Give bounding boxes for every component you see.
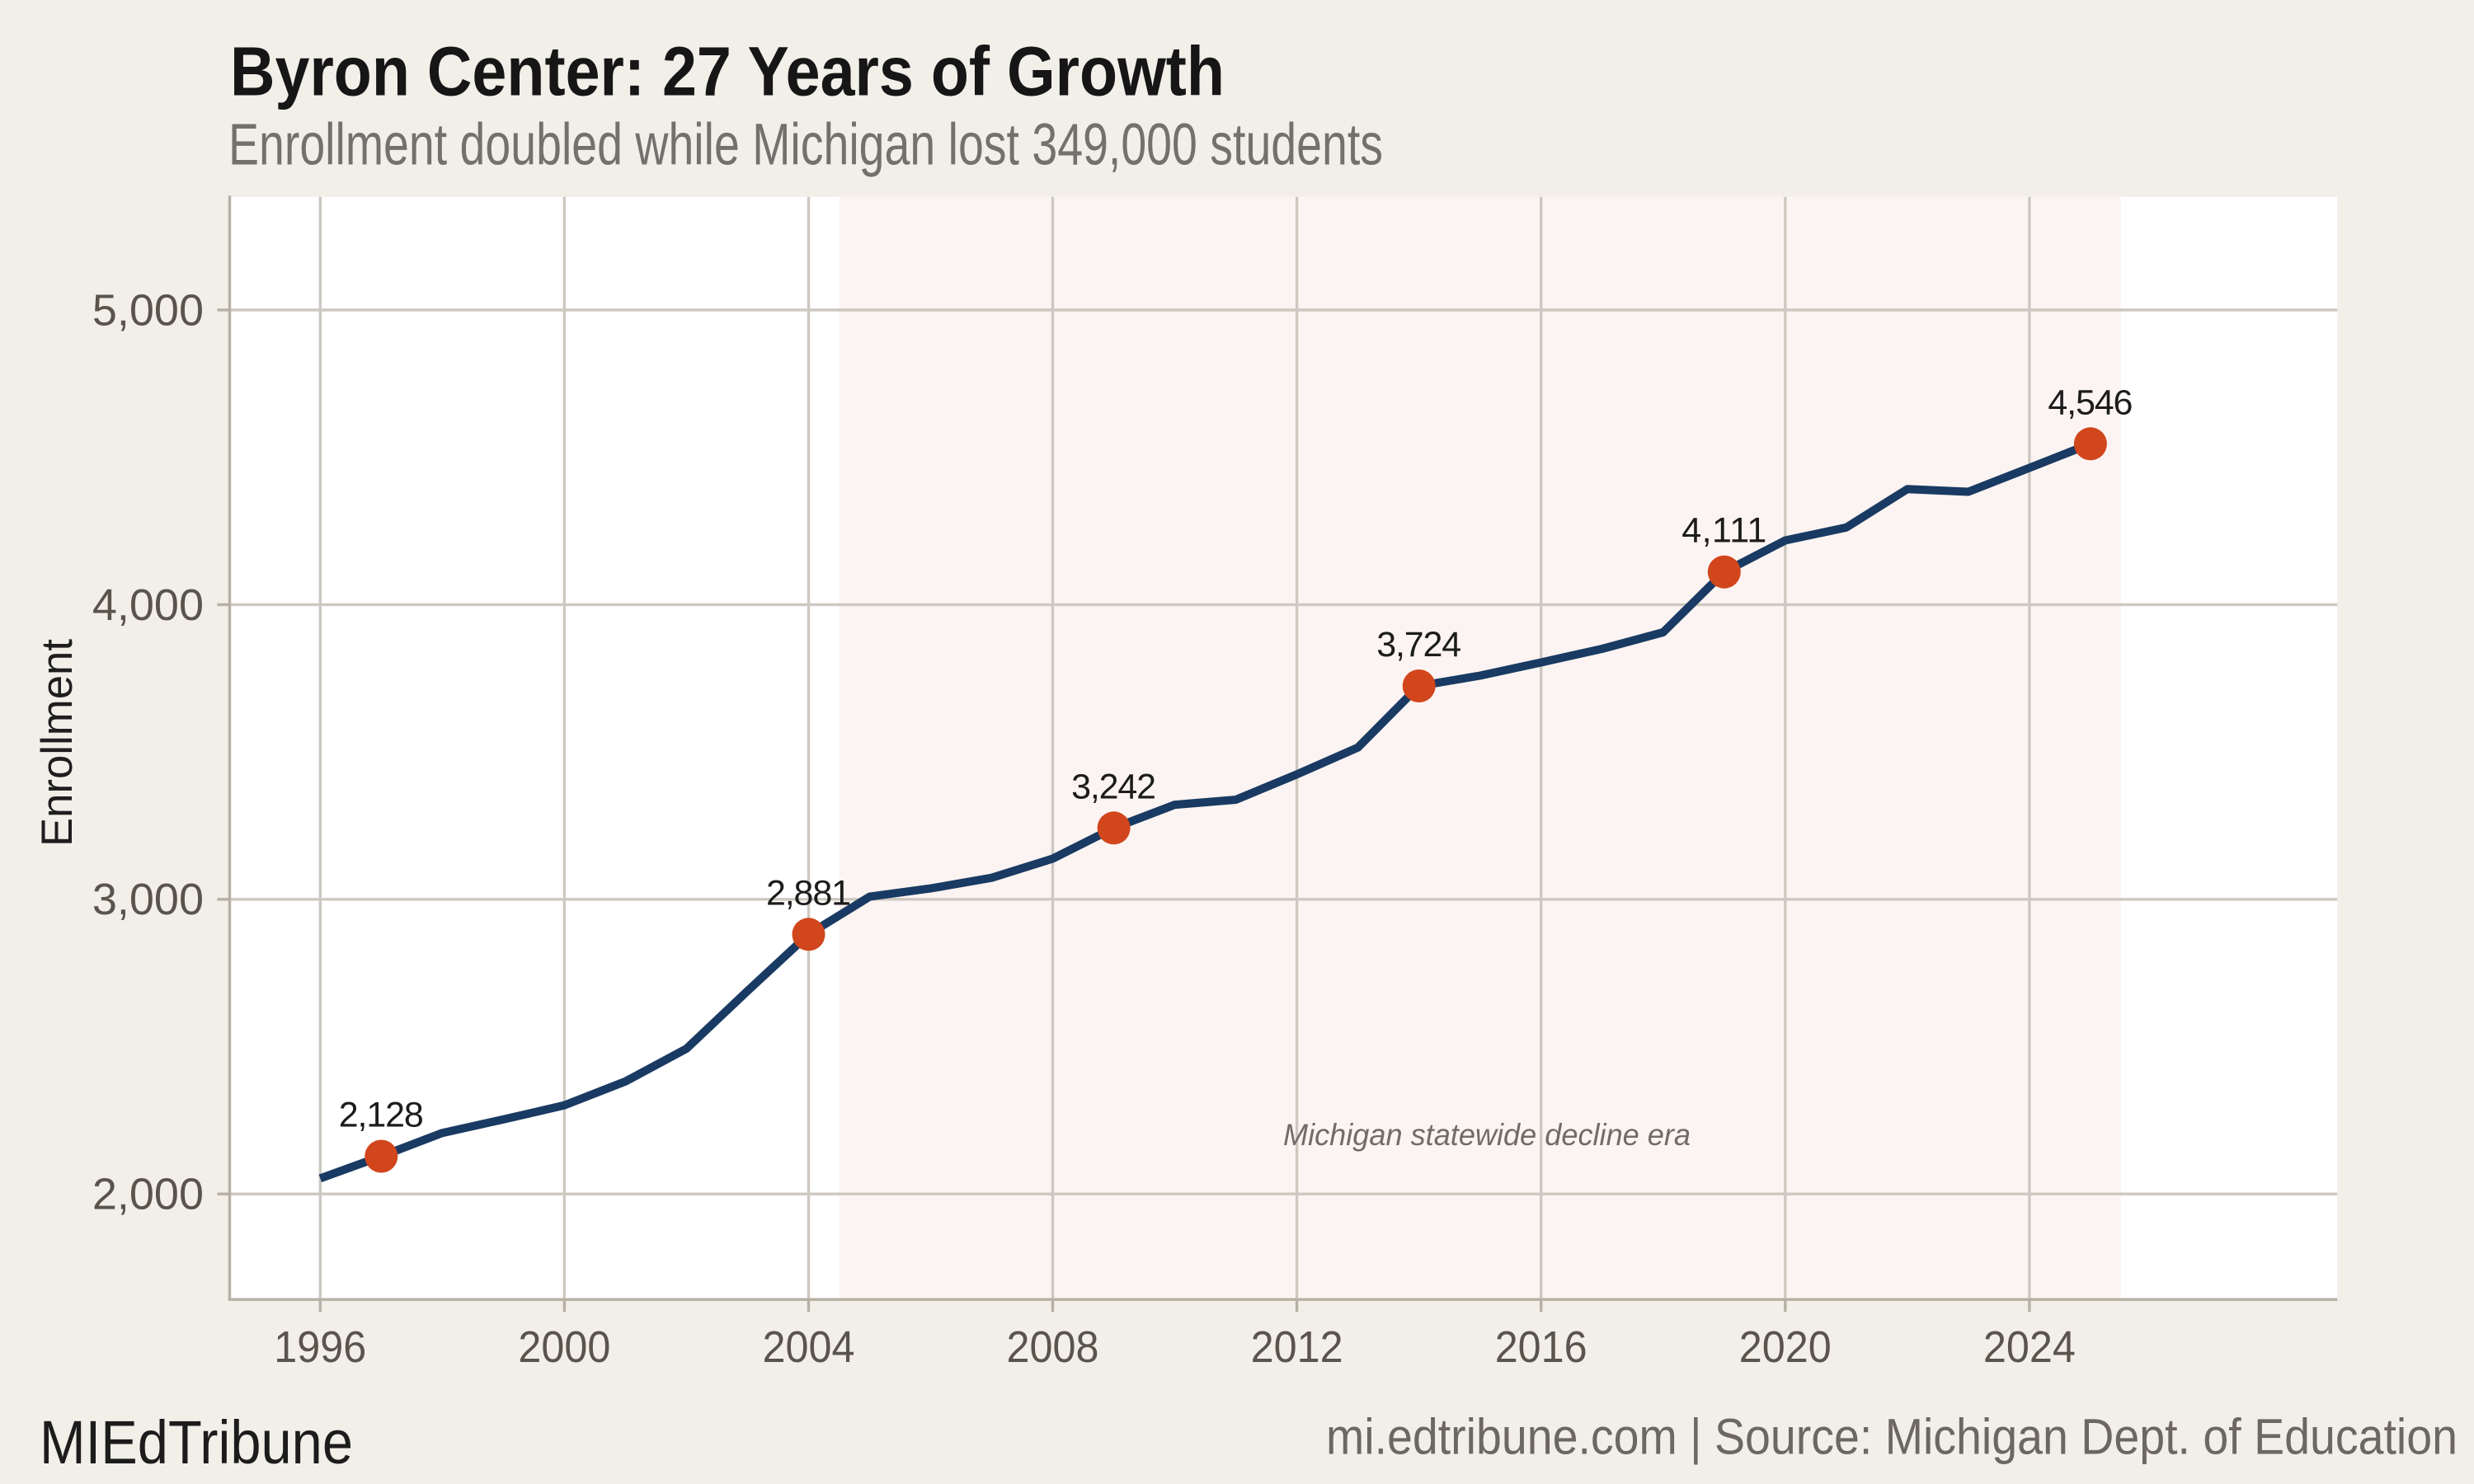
svg-text:3,000: 3,000 — [92, 875, 204, 924]
svg-text:2024: 2024 — [1983, 1322, 2076, 1372]
svg-text:2020: 2020 — [1739, 1322, 1832, 1372]
svg-text:MIEdTribune: MIEdTribune — [40, 1408, 353, 1477]
svg-text:mi.edtribune.com | Source: Mic: mi.edtribune.com | Source: Michigan Dept… — [1326, 1409, 2458, 1465]
svg-text:Enrollment doubled while Michi: Enrollment doubled while Michigan lost 3… — [228, 113, 1383, 178]
svg-text:2012: 2012 — [1251, 1322, 1343, 1372]
svg-text:2008: 2008 — [1007, 1322, 1099, 1372]
svg-text:2,128: 2,128 — [339, 1096, 424, 1135]
svg-text:4,111: 4,111 — [1681, 511, 1766, 551]
svg-text:2,881: 2,881 — [766, 873, 851, 913]
svg-text:Michigan statewide decline era: Michigan statewide decline era — [1283, 1118, 1691, 1152]
svg-text:2,000: 2,000 — [92, 1170, 204, 1219]
svg-text:3,242: 3,242 — [1071, 767, 1156, 806]
svg-text:5,000: 5,000 — [92, 285, 204, 335]
svg-text:4,000: 4,000 — [92, 580, 204, 630]
svg-text:2004: 2004 — [763, 1322, 855, 1372]
svg-text:2000: 2000 — [518, 1322, 610, 1372]
svg-text:1996: 1996 — [274, 1322, 366, 1372]
svg-text:4,546: 4,546 — [2048, 383, 2133, 422]
svg-text:Byron Center: 27 Years of Grow: Byron Center: 27 Years of Growth — [230, 32, 1225, 110]
svg-text:Enrollment: Enrollment — [33, 639, 82, 847]
svg-text:2016: 2016 — [1495, 1322, 1587, 1372]
svg-text:3,724: 3,724 — [1376, 625, 1461, 665]
